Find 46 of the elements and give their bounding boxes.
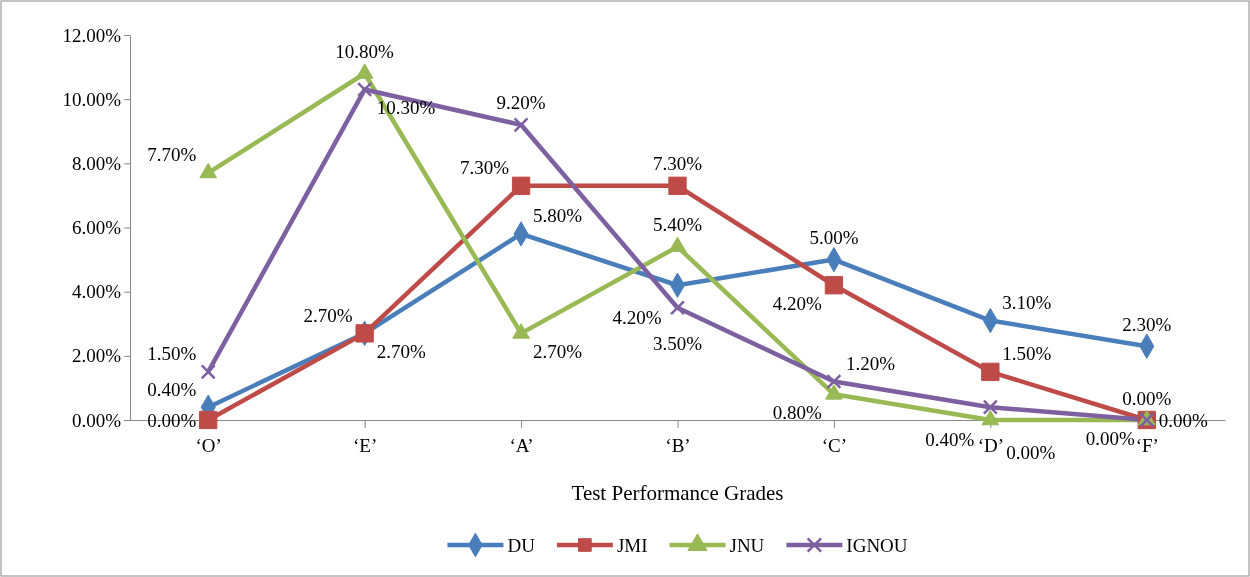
- data-label: 2.70%: [376, 340, 426, 362]
- x-tick-label: ‘C’: [821, 434, 848, 456]
- x-tick-label: ‘B’: [665, 434, 691, 456]
- data-label: 2.70%: [303, 304, 353, 326]
- y-tick-label: 10.00%: [62, 88, 122, 110]
- y-tick-label: 8.00%: [71, 152, 122, 174]
- x-tick-label: ‘D’: [977, 434, 1005, 456]
- x-tick-label: ‘F’: [1135, 434, 1159, 456]
- data-label: 1.50%: [147, 343, 197, 365]
- data-label: 9.20%: [496, 92, 546, 114]
- y-tick-label: 2.00%: [71, 345, 122, 367]
- data-label: 10.80%: [335, 41, 395, 62]
- legend-label: DU: [507, 534, 536, 556]
- x-axis-title: Test Performance Grades: [571, 481, 784, 505]
- data-label: 0.00%: [1158, 409, 1209, 431]
- data-label: 5.40%: [652, 214, 703, 236]
- data-label: 7.70%: [147, 144, 197, 166]
- data-label: 7.30%: [652, 153, 703, 175]
- data-label: 3.50%: [652, 333, 703, 355]
- x-tick-label: ‘E’: [353, 434, 378, 456]
- y-tick-label: 0.00%: [71, 409, 122, 431]
- x-tick-label: ‘O’: [195, 434, 222, 456]
- data-label: 3.10%: [1002, 292, 1052, 314]
- data-label: 0.00%: [1006, 441, 1056, 463]
- data-label: 1.50%: [1002, 343, 1052, 365]
- legend-label: JMI: [616, 534, 648, 556]
- data-label: 0.00%: [1122, 387, 1172, 409]
- y-tick-label: 4.00%: [71, 281, 122, 303]
- data-label: 7.30%: [459, 157, 510, 179]
- legend-label: IGNOU: [846, 534, 908, 556]
- data-label: 2.70%: [533, 340, 583, 362]
- x-tick-label: ‘A’: [509, 434, 534, 456]
- data-label: 0.40%: [147, 378, 197, 400]
- data-label: 1.20%: [845, 353, 896, 374]
- data-label: 2.30%: [1122, 313, 1172, 335]
- data-label: 4.20%: [612, 306, 662, 328]
- data-label: 0.40%: [925, 428, 975, 450]
- y-tick-label: 12.00%: [62, 24, 122, 46]
- data-label: 0.00%: [1085, 427, 1135, 449]
- data-label: 5.00%: [809, 227, 859, 249]
- data-label: 4.20%: [772, 292, 823, 314]
- y-tick-label: 6.00%: [71, 217, 122, 239]
- data-label: 5.80%: [533, 205, 583, 227]
- data-label: 0.80%: [772, 401, 823, 423]
- data-label: 0.00%: [147, 409, 197, 431]
- legend-label: JNU: [729, 534, 765, 556]
